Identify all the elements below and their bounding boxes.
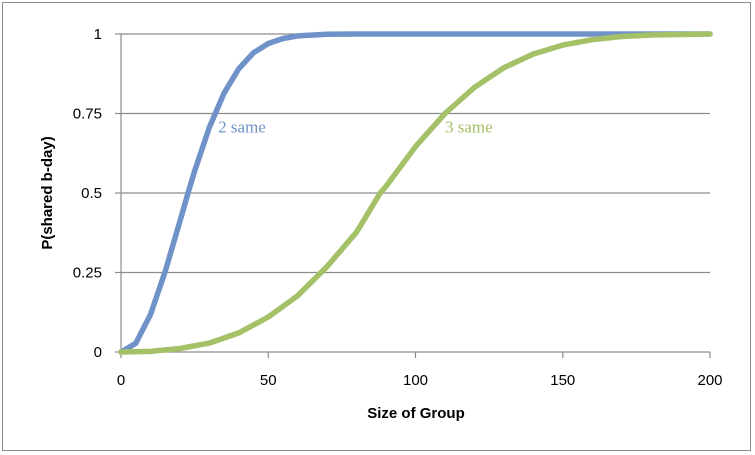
- x-tick-label-0: 0: [117, 372, 125, 389]
- y-tick-label-2: 0.5: [81, 185, 102, 202]
- y-tick-label-1: 0.25: [73, 265, 102, 282]
- chart-frame: [2, 2, 751, 451]
- series-label-0: 2 same: [218, 118, 266, 137]
- x-tick-label-2: 100: [403, 372, 428, 389]
- series-label-1: 3 same: [445, 118, 493, 137]
- x-tick-label-3: 150: [550, 372, 575, 389]
- series-lines: [118, 31, 713, 355]
- x-tick-labels: 0 50 100 150 200: [117, 372, 723, 389]
- axes: [115, 33, 711, 358]
- y-tick-labels: 0 0.25 0.5 0.75 1: [73, 26, 102, 361]
- series-line-1: [118, 31, 713, 355]
- x-axis-title: Size of Group: [367, 405, 465, 422]
- x-tick-label-1: 50: [260, 372, 277, 389]
- series-labels: 2 same 3 same: [218, 118, 492, 137]
- y-axis-title: P(shared b-day): [39, 136, 56, 249]
- series-line-0: [118, 31, 713, 355]
- gridlines: [121, 33, 710, 274]
- y-tick-label-4: 1: [94, 26, 102, 43]
- y-tick-label-0: 0: [94, 344, 102, 361]
- y-tick-label-3: 0.75: [73, 106, 102, 123]
- x-tick-label-4: 200: [697, 372, 722, 389]
